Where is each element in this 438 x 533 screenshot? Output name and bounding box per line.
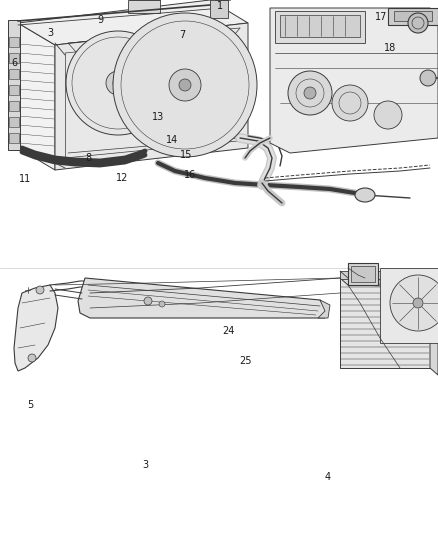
Circle shape (28, 354, 36, 362)
Text: 14: 14 (166, 135, 178, 145)
Circle shape (332, 85, 368, 121)
Bar (351, 266, 375, 282)
Circle shape (413, 298, 423, 308)
Text: 1: 1 (217, 1, 223, 11)
Circle shape (113, 13, 257, 157)
Circle shape (144, 297, 152, 305)
Text: 4: 4 (325, 472, 331, 482)
Bar (128, 0, 160, 13)
Polygon shape (340, 278, 430, 368)
Text: 6: 6 (11, 58, 17, 68)
Text: 18: 18 (384, 43, 396, 53)
Circle shape (36, 286, 44, 294)
Bar (340, 271, 430, 279)
Circle shape (408, 13, 428, 33)
Text: 25: 25 (240, 356, 252, 366)
Text: 3: 3 (47, 28, 53, 38)
Polygon shape (78, 278, 328, 318)
Text: 24: 24 (222, 326, 234, 336)
Circle shape (66, 31, 170, 135)
Polygon shape (340, 278, 438, 285)
Bar (9, 101, 19, 111)
Circle shape (420, 70, 436, 86)
Text: 13: 13 (152, 112, 164, 122)
Bar (394, 11, 432, 21)
Text: 15: 15 (180, 150, 192, 160)
Polygon shape (270, 8, 438, 153)
Bar (9, 85, 19, 95)
Text: 8: 8 (85, 153, 91, 163)
Text: 9: 9 (97, 15, 103, 25)
Bar (9, 37, 19, 47)
Circle shape (169, 69, 201, 101)
Bar (9, 53, 19, 63)
Circle shape (304, 87, 316, 99)
Polygon shape (18, 23, 55, 170)
Polygon shape (380, 268, 438, 343)
Bar (8, 20, 20, 150)
Polygon shape (318, 300, 330, 318)
Bar (348, 263, 378, 285)
Circle shape (390, 275, 438, 331)
Text: 16: 16 (184, 170, 196, 180)
Bar (388, 8, 438, 25)
Circle shape (113, 78, 123, 88)
Bar (9, 117, 19, 127)
Text: 17: 17 (375, 12, 387, 22)
Polygon shape (55, 23, 248, 170)
Circle shape (288, 71, 332, 115)
Text: 12: 12 (116, 173, 128, 183)
Bar (210, 0, 228, 18)
Text: 11: 11 (19, 174, 31, 184)
Circle shape (374, 101, 402, 129)
Bar (280, 15, 360, 37)
Text: 5: 5 (27, 400, 33, 410)
Circle shape (106, 71, 130, 95)
Polygon shape (14, 285, 58, 371)
Circle shape (179, 79, 191, 91)
Ellipse shape (355, 188, 375, 202)
Bar (9, 69, 19, 79)
Circle shape (159, 301, 165, 307)
Text: 3: 3 (142, 460, 148, 470)
Polygon shape (430, 278, 438, 375)
Bar (275, 11, 365, 43)
Bar (9, 133, 19, 143)
Text: 7: 7 (179, 30, 185, 40)
Polygon shape (18, 0, 248, 45)
